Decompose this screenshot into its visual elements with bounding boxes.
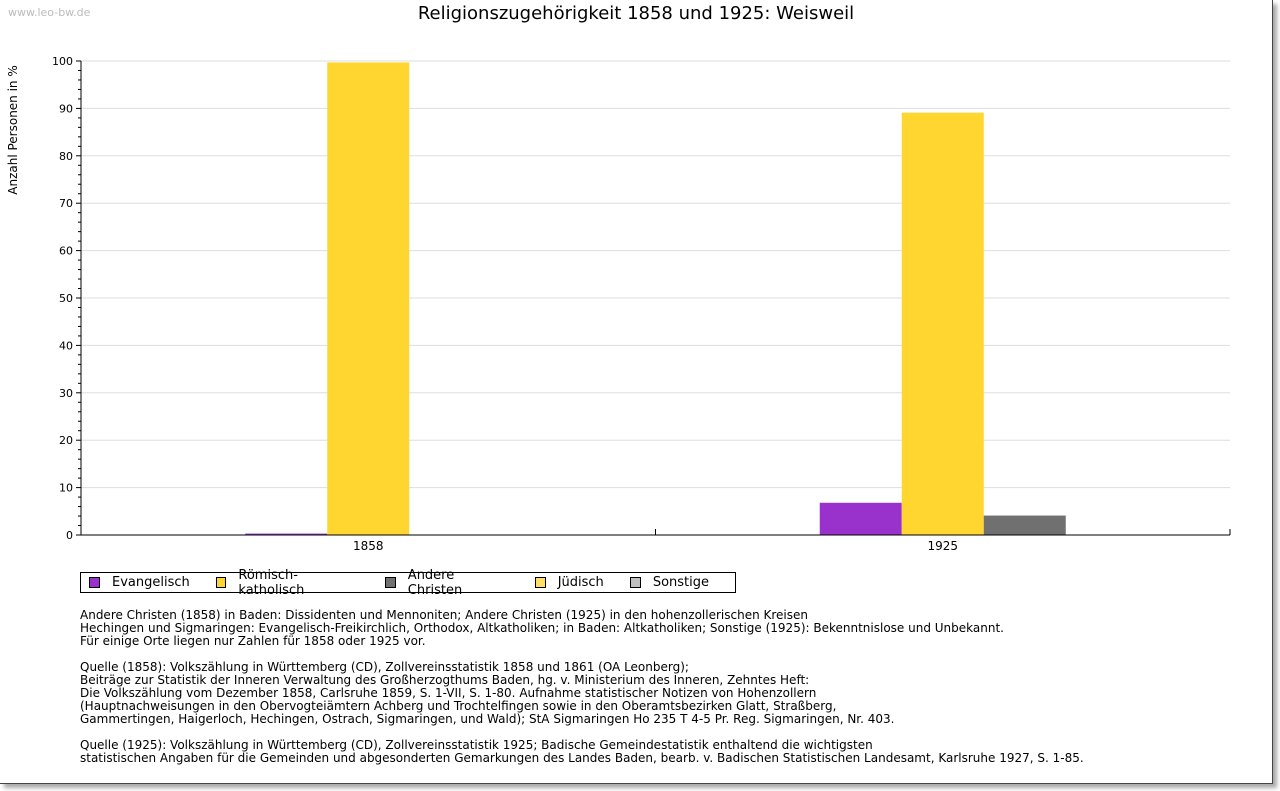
legend-item: Andere Christen — [385, 568, 509, 598]
y-tick-label: 90 — [59, 102, 73, 115]
legend-swatch — [629, 577, 641, 588]
footnote-line: Andere Christen (1858) in Baden: Disside… — [80, 608, 808, 622]
footnotes: Andere Christen (1858) in Baden: Disside… — [80, 609, 1084, 778]
y-tick-label: 40 — [59, 339, 73, 352]
legend-label: Sonstige — [652, 575, 709, 590]
legend-label: Evangelisch — [112, 575, 190, 590]
legend-swatch — [385, 577, 396, 588]
bar-evangelisch-1858 — [245, 533, 328, 535]
legend-label: Jüdisch — [557, 575, 604, 590]
y-tick-label: 0 — [66, 529, 73, 542]
bar-r-misch-katholisch-1925 — [901, 112, 984, 535]
legend-item: Sonstige — [629, 575, 709, 590]
x-axis: 1858 1925 — [81, 529, 1231, 553]
y-tick-label: 10 — [59, 482, 73, 495]
bar-chart: 0 10 20 30 40 50 60 70 80 90 100 1858 1925 Anzahl P… — [6, 55, 1231, 553]
footnote-paragraph: Quelle (1858): Volkszählung in Württembe… — [80, 661, 1084, 726]
footnote-paragraph: Quelle (1925): Volkszählung in Württembe… — [80, 739, 1084, 765]
legend-item: Römisch-katholisch — [215, 567, 359, 598]
y-axis-label: Anzahl Personen in % — [6, 65, 20, 195]
y-tick-label: 80 — [59, 150, 73, 163]
bar-andere-christen-1925 — [983, 515, 1066, 535]
legend-item: Jüdisch — [534, 575, 604, 590]
y-tick-label: 20 — [59, 434, 73, 447]
legend-label: Andere Christen — [407, 567, 463, 598]
footnote-line: Quelle (1925): Volkszählung in Württembe… — [80, 738, 873, 752]
footnote-paragraph: Andere Christen (1858) in Baden: Disside… — [80, 609, 1084, 648]
chart-title: Religionszugehörigkeit 1858 und 1925: We… — [417, 3, 855, 24]
legend: Evangelisch Römisch-katholisch Andere Chri… — [80, 568, 736, 598]
legend-label: Römisch-katholisch — [238, 567, 305, 598]
y-axis: 0 10 20 30 40 50 60 70 80 90 100 — [52, 55, 82, 542]
watermark: www.leo-bw.de — [8, 6, 91, 19]
legend-swatch — [89, 577, 100, 588]
y-tick-label: 60 — [59, 245, 73, 258]
footnote-line: statistischen Angaben für die Gemeinden … — [80, 751, 1084, 765]
legend-swatch — [215, 577, 227, 588]
legend-swatch — [534, 577, 546, 588]
footnote-line: (Hauptnachweisungen in den Obervogteiämt… — [80, 699, 837, 713]
footnote-line: Die Volkszählung vom Dezember 1858, Carl… — [80, 686, 817, 700]
footnote-line: Quelle (1858): Volkszählung in Württembe… — [80, 660, 689, 674]
y-tick-label: 50 — [59, 292, 73, 305]
grid-lines — [81, 60, 1230, 489]
footnote-line: Für einige Orte liegen nur Zahlen für 18… — [80, 634, 426, 648]
x-tick-label: 1925 — [927, 539, 958, 553]
y-tick-label: 70 — [59, 197, 73, 210]
y-tick-label: 30 — [59, 387, 73, 400]
x-tick-label: 1858 — [353, 539, 384, 553]
bars — [245, 62, 1066, 536]
bar-evangelisch-1925 — [819, 502, 902, 535]
y-tick-label: 100 — [52, 55, 73, 68]
footnote-line: Hechingen und Sigmaringen: Evangelisch-F… — [80, 621, 1004, 635]
bar-r-misch-katholisch-1858 — [327, 62, 410, 536]
legend-item: Evangelisch — [89, 575, 190, 590]
footnote-line: Beiträge zur Statistik der Inneren Verwa… — [80, 673, 810, 687]
footnote-line: Gammertingen, Haigerloch, Hechingen, Ost… — [80, 712, 895, 726]
